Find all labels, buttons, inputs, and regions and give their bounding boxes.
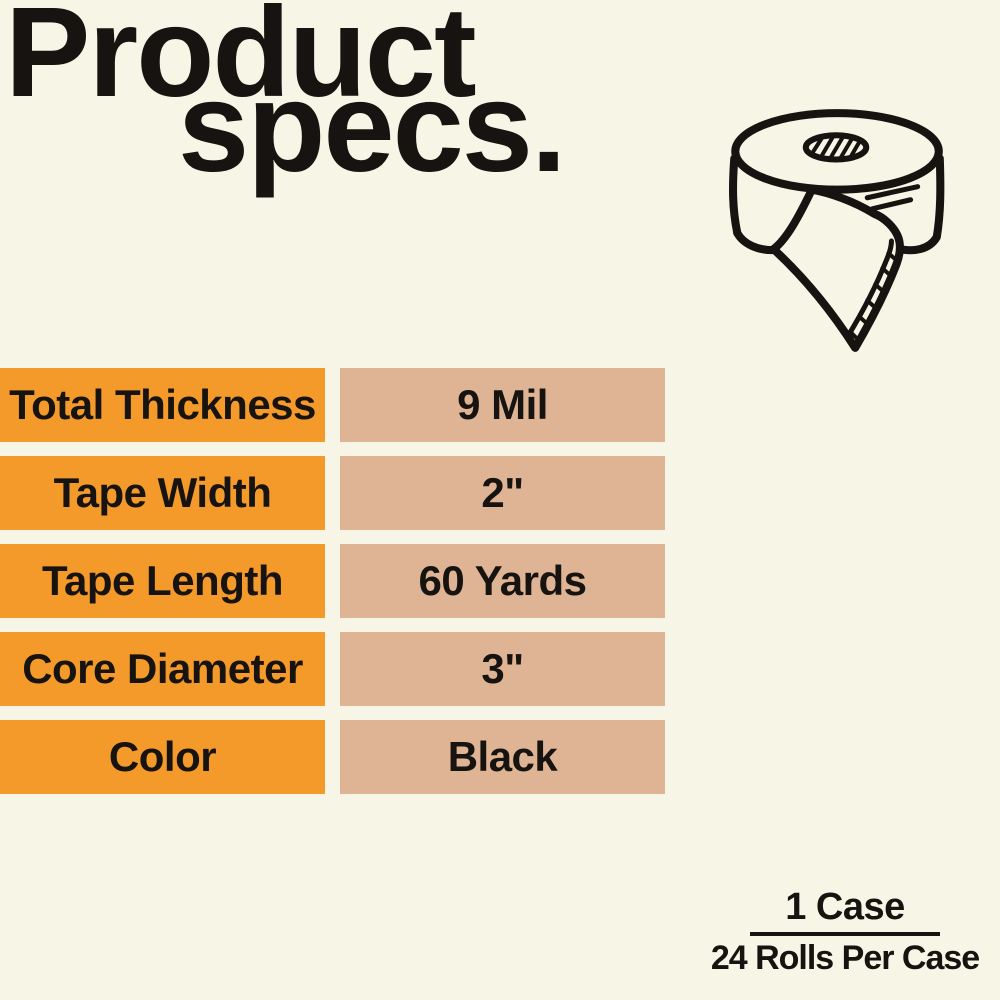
- spec-value-tape-width: 2": [340, 456, 665, 530]
- page-title-line1: Product: [5, 0, 477, 124]
- rolls-per-case: 24 Rolls Per Case: [710, 938, 980, 977]
- page-title-line2: specs.: [178, 56, 566, 199]
- spec-table: Total Thickness 9 Mil Tape Width 2" Tape…: [0, 368, 665, 794]
- spec-value-tape-length: 60 Yards: [340, 544, 665, 618]
- tape-roll-icon: [729, 109, 945, 352]
- spec-value-core-diameter: 3": [340, 632, 665, 706]
- spec-label-core-diameter: Core Diameter: [0, 632, 325, 706]
- spec-label-tape-width: Tape Width: [0, 456, 325, 530]
- case-info: 1 Case 24 Rolls Per Case: [711, 886, 980, 978]
- spec-label-tape-length: Tape Length: [0, 544, 325, 618]
- spec-label-total-thickness: Total Thickness: [0, 368, 325, 442]
- fraction-divider-line: [750, 931, 940, 936]
- spec-value-total-thickness: 9 Mil: [340, 368, 665, 442]
- spec-label-color: Color: [0, 720, 325, 794]
- spec-value-color: Black: [340, 720, 665, 794]
- case-count: 1 Case: [785, 886, 905, 928]
